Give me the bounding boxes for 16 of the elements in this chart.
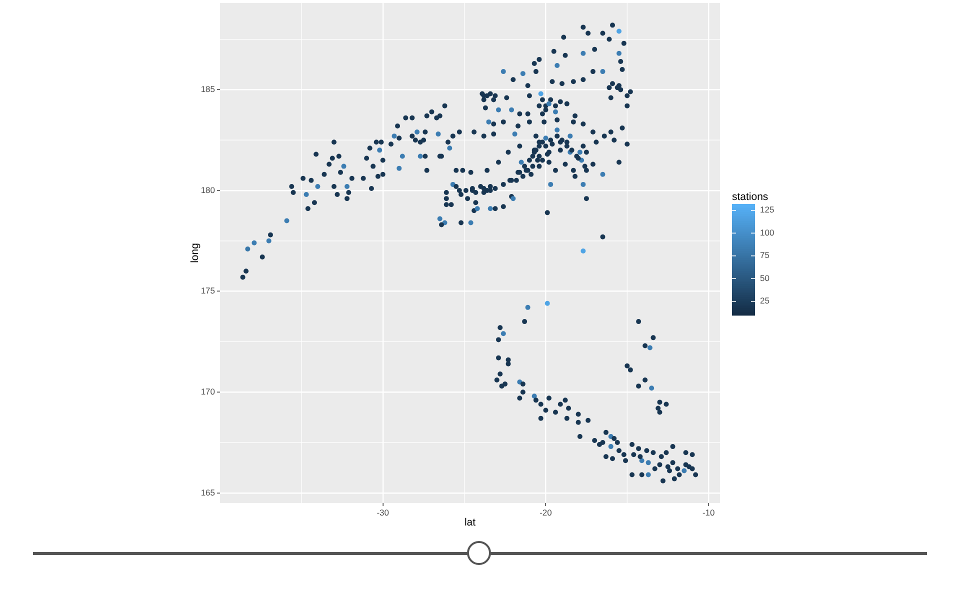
color-bar-label: 75 <box>760 250 770 260</box>
x-tick-label: -30 <box>376 507 390 518</box>
x-tick-label: -20 <box>540 507 552 518</box>
x-tick-label: -10 <box>702 507 716 518</box>
y-tick-label: 175 <box>200 286 216 296</box>
color-bar-label: 50 <box>760 272 770 283</box>
color-bar-label: 25 <box>760 296 770 306</box>
color-bar-label: 100 <box>760 227 774 238</box>
y-tick-label: 165 <box>200 487 216 498</box>
y-tick-label: 185 <box>200 84 216 94</box>
x-axis-title: lat <box>464 516 476 529</box>
y-axis-title: long <box>189 242 202 263</box>
color-bar-label: 125 <box>760 204 774 215</box>
y-tick-label: 180 <box>200 184 216 195</box>
color-bar-title: stations <box>732 191 768 203</box>
y-tick-label: 170 <box>200 386 216 396</box>
